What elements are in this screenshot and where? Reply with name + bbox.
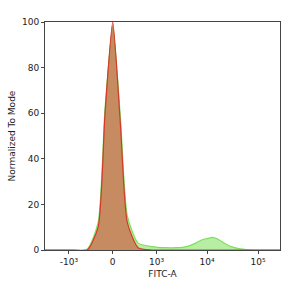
svg-text:100: 100 — [22, 17, 39, 27]
svg-text:0: 0 — [33, 245, 39, 255]
svg-text:40: 40 — [28, 154, 40, 164]
svg-text:FITC-A: FITC-A — [148, 269, 177, 279]
svg-text:60: 60 — [28, 108, 40, 118]
svg-text:Normalized To Mode: Normalized To Mode — [7, 90, 17, 181]
svg-text:80: 80 — [28, 63, 40, 73]
svg-text:20: 20 — [28, 200, 40, 210]
svg-text:0: 0 — [110, 257, 116, 267]
svg-text:-10³: -10³ — [60, 257, 79, 267]
svg-text:10⁵: 10⁵ — [250, 257, 265, 267]
svg-text:10³: 10³ — [149, 257, 164, 267]
svg-text:10⁴: 10⁴ — [200, 257, 215, 267]
